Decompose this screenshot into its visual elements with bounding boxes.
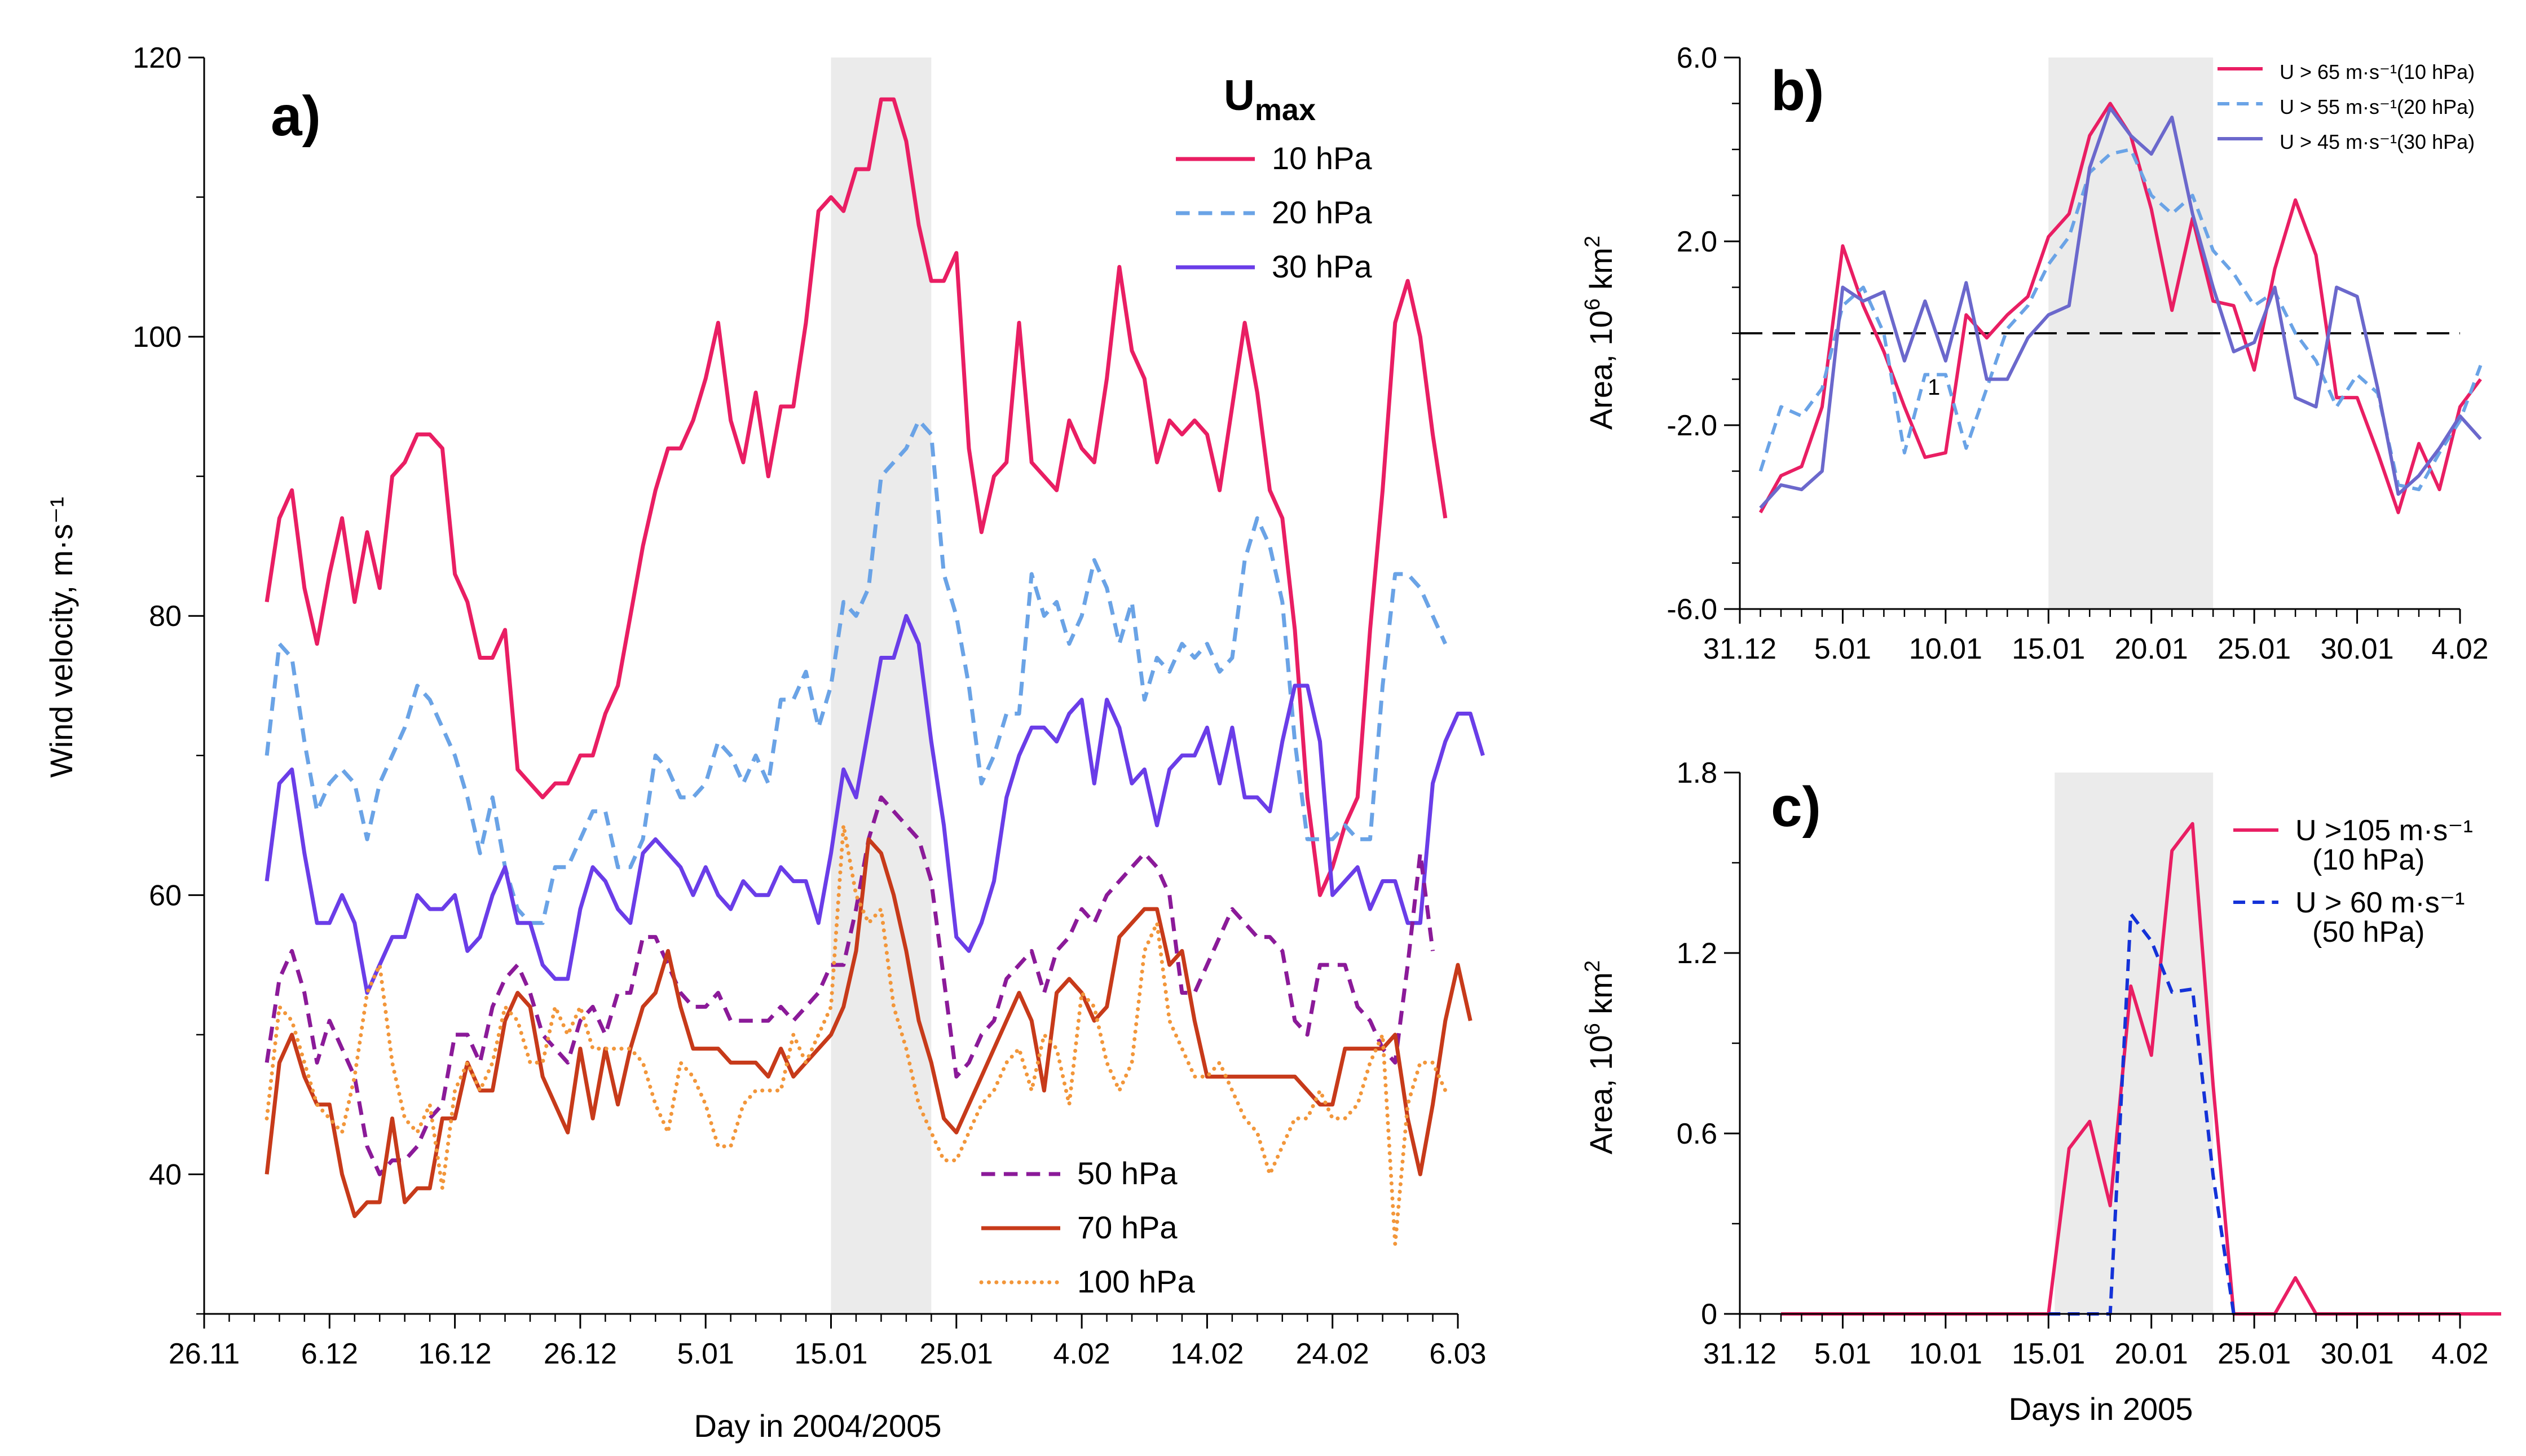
panel-b-axes: -6.0 -2.0 2.0 6.0 31.12 5.01 10.01 15.01 20.01 25… xyxy=(1667,42,2488,665)
panel-a-axes: 40 60 80 100 120 26.11 6.12 16.12 26.12 5.01 15.01… xyxy=(133,42,1486,1370)
panel-a-legend-label-5: 70 hPa xyxy=(1077,1210,1178,1245)
panel-a-legend-label-4: 50 hPa xyxy=(1077,1155,1178,1191)
panel-c-xtick-label: 20.01 xyxy=(2115,1338,2188,1370)
panel-b-series-line-3 xyxy=(1759,106,2482,509)
panel-c: 0 0.6 1.2 1.8 31.12 5.01 10.01 15.01 20.01 25.01 3… xyxy=(1581,757,2501,1427)
panel-a-legend-top: 10 hPa 20 hPa 30 hPa xyxy=(1176,140,1372,284)
panel-a-ytick-label: 60 xyxy=(149,879,182,912)
panel-c-xtick-label: 5.01 xyxy=(1814,1338,1871,1370)
panel-a-shaded-period xyxy=(831,58,932,1314)
panel-c-axes: 0 0.6 1.2 1.8 31.12 5.01 10.01 15.01 20.01 25.01 3… xyxy=(1677,757,2489,1370)
panel-c-label: c) xyxy=(1771,775,1821,839)
panel-b-legend-label-3: U > 45 m·s⁻¹(30 hPa) xyxy=(2280,130,2475,153)
panel-c-legend-label-2: U > 60 m·s⁻¹ xyxy=(2295,886,2465,919)
panel-b-xtick-label: 31.12 xyxy=(1703,633,1776,665)
panel-c-shaded-period xyxy=(2055,773,2214,1314)
panel-a-xtick-label: 5.01 xyxy=(677,1338,734,1370)
panel-b-ytick-label: 2.0 xyxy=(1677,226,1717,258)
panel-a-series-line-4 xyxy=(264,795,1435,1176)
panel-a-xtick-label: 25.01 xyxy=(920,1338,993,1370)
panel-a-ylabel: Wind velocity, m·s⁻¹ xyxy=(43,497,79,778)
panel-b-ytick-label: -2.0 xyxy=(1667,409,1717,442)
panel-c-ytick-label: 1.2 xyxy=(1677,937,1717,970)
panel-a-ytick-label: 100 xyxy=(133,321,182,354)
panel-c-legend-label-1: U >105 m·s⁻¹ xyxy=(2295,814,2473,847)
panel-a-xtick-label: 26.12 xyxy=(544,1338,617,1370)
panel-a-ytick-label: 120 xyxy=(133,42,182,74)
panel-b-legend-label-2: U > 55 m·s⁻¹(20 hPa) xyxy=(2280,95,2475,118)
panel-a-label: a) xyxy=(271,85,321,148)
panel-a-xtick-label: 16.12 xyxy=(418,1338,492,1370)
panel-a-legend-label-1: 10 hPa xyxy=(1272,140,1372,176)
panel-b-xtick-label: 20.01 xyxy=(2115,633,2188,665)
panel-c-xtick-label: 31.12 xyxy=(1703,1338,1776,1370)
panel-b-annotation: 1 xyxy=(1928,375,1940,400)
panel-b-ytick-label: 6.0 xyxy=(1677,42,1717,74)
panel-b-xtick-label: 30.01 xyxy=(2321,633,2394,665)
panel-a-xtick-label: 6.12 xyxy=(301,1338,358,1370)
panel-c-ylabel: Area, 106 km2 xyxy=(1581,960,1619,1154)
panel-c-xlabel: Days in 2005 xyxy=(2009,1391,2193,1427)
panel-b-xtick-label: 15.01 xyxy=(2012,633,2085,665)
panel-a-xlabel: Day in 2004/2005 xyxy=(694,1408,941,1444)
panel-a-xtick-label: 6.03 xyxy=(1429,1338,1486,1370)
panel-c-ytick-label: 1.8 xyxy=(1677,757,1717,789)
panel-a-series xyxy=(264,97,1485,1246)
panel-a-xtick-label: 4.02 xyxy=(1053,1338,1110,1370)
panel-a-series-line-6 xyxy=(264,823,1448,1246)
panel-a-xtick-label: 14.02 xyxy=(1170,1338,1244,1370)
panel-a-series-line-2 xyxy=(264,418,1447,925)
legend-title-sub: max xyxy=(1255,93,1316,127)
panel-c-legend: U >105 m·s⁻¹(10 hPa) U > 60 m·s⁻¹(50 hPa) xyxy=(2233,814,2473,948)
panel-b-xtick-label: 5.01 xyxy=(1814,633,1871,665)
panel-b-series-line-2 xyxy=(1758,148,2483,492)
panel-a-legend-title: Umax xyxy=(1224,72,1316,127)
panel-c-xtick-label: 10.01 xyxy=(1909,1338,1982,1370)
panel-b-xtick-label: 25.01 xyxy=(2218,633,2291,665)
panel-b-xtick-label: 4.02 xyxy=(2431,633,2488,665)
panel-b-legend-label-1: U > 65 m·s⁻¹(10 hPa) xyxy=(2280,60,2475,83)
panel-a-legend-label-3: 30 hPa xyxy=(1272,249,1372,284)
panel-a-xtick-label: 15.01 xyxy=(794,1338,867,1370)
panel-b-ylabel: Area, 106 km2 xyxy=(1581,236,1619,430)
panel-c-xtick-label: 15.01 xyxy=(2012,1338,2085,1370)
panel-a-legend-label-6: 100 hPa xyxy=(1077,1264,1195,1299)
panel-b: -6.0 -2.0 2.0 6.0 31.12 5.01 10.01 15.01 20.01 25… xyxy=(1581,42,2489,665)
panel-c-ytick-label: 0.6 xyxy=(1677,1118,1717,1150)
panel-a-ytick-label: 40 xyxy=(149,1158,182,1191)
panel-b-label: b) xyxy=(1771,59,1824,122)
panel-a-ytick-label: 80 xyxy=(149,600,182,633)
panel-a-xtick-label: 26.11 xyxy=(169,1338,240,1370)
panel-a-xtick-label: 24.02 xyxy=(1296,1338,1369,1370)
panel-b-ytick-label: -6.0 xyxy=(1667,593,1717,626)
panel-a-legend-label-2: 20 hPa xyxy=(1272,195,1372,230)
svg-text:Umax: Umax xyxy=(1224,72,1316,127)
panel-a: 40 60 80 100 120 26.11 6.12 16.12 26.12 5.01 15.01… xyxy=(43,42,1487,1444)
panel-c-legend-label-line2-1: (10 hPa) xyxy=(2312,844,2424,876)
panel-c-xtick-label: 25.01 xyxy=(2218,1338,2291,1370)
panel-c-xtick-label: 4.02 xyxy=(2431,1338,2488,1370)
panel-a-series-line-1 xyxy=(264,97,1448,897)
panel-b-series xyxy=(1758,102,2483,514)
legend-title-main: U xyxy=(1224,72,1255,120)
panel-a-series-line-3 xyxy=(264,614,1485,995)
panel-a-legend-bottom: 50 hPa 70 hPa 100 hPa xyxy=(979,1155,1195,1299)
panel-b-xtick-label: 10.01 xyxy=(1909,633,1982,665)
panel-b-legend: U > 65 m·s⁻¹(10 hPa) U > 55 m·s⁻¹(20 hPa)… xyxy=(2218,60,2475,153)
panel-c-legend-label-line2-2: (50 hPa) xyxy=(2312,916,2424,948)
panel-c-ytick-label: 0 xyxy=(1701,1298,1717,1331)
panel-c-xtick-label: 30.01 xyxy=(2321,1338,2394,1370)
